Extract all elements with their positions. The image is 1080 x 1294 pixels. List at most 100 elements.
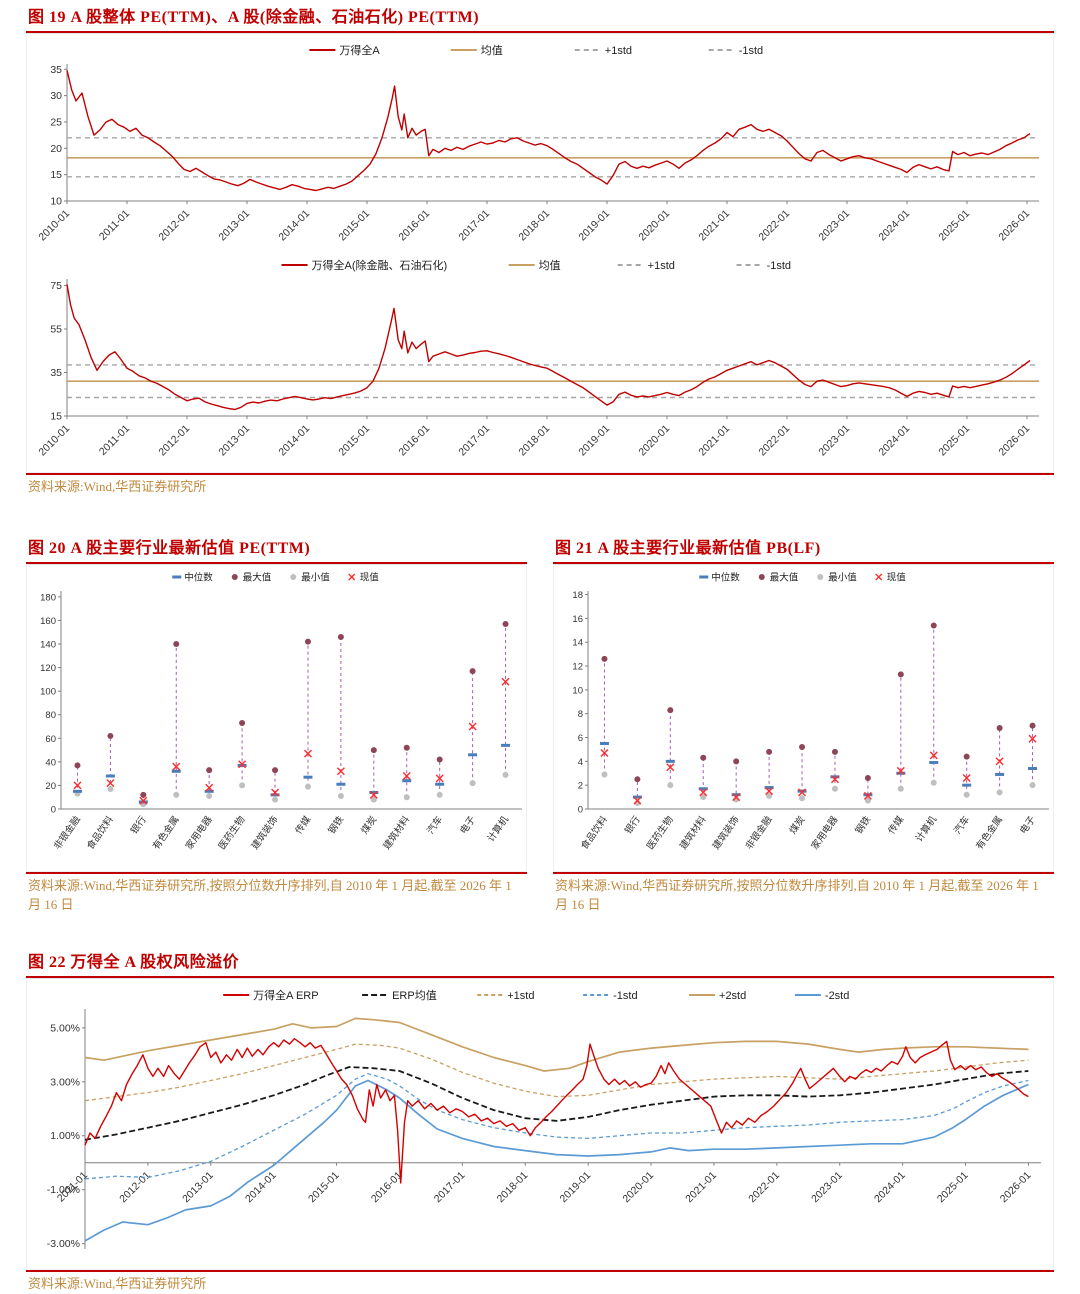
- svg-text:汽车: 汽车: [424, 814, 445, 836]
- svg-text:40: 40: [45, 758, 56, 769]
- svg-text:35: 35: [50, 64, 62, 76]
- svg-text:2024-01: 2024-01: [876, 423, 912, 459]
- svg-text:2010-01: 2010-01: [36, 423, 72, 459]
- svg-text:2018-01: 2018-01: [516, 423, 552, 459]
- svg-text:0: 0: [51, 805, 56, 816]
- svg-text:4: 4: [578, 757, 583, 768]
- svg-text:2: 2: [578, 781, 583, 792]
- svg-text:140: 140: [40, 640, 56, 651]
- svg-text:14: 14: [572, 638, 583, 649]
- svg-text:-2std: -2std: [825, 990, 849, 1002]
- figure-21-source: 资料来源:Wind,华西证券研究所,按照分位数升序排列,自 2010 年 1 月…: [555, 878, 1039, 913]
- svg-text:中位数: 中位数: [711, 572, 740, 584]
- svg-text:-1std: -1std: [613, 990, 637, 1002]
- svg-text:+1std: +1std: [648, 260, 675, 272]
- svg-text:银行: 银行: [622, 814, 643, 837]
- svg-text:+1std: +1std: [605, 45, 632, 57]
- svg-text:汽车: 汽车: [951, 814, 972, 836]
- svg-text:2025-01: 2025-01: [935, 1169, 971, 1205]
- figure-22-title: 图 22 万得全 A 股权风险溢价: [28, 953, 240, 971]
- svg-text:15: 15: [50, 411, 62, 423]
- svg-text:2019-01: 2019-01: [576, 423, 612, 459]
- svg-text:1.00%: 1.00%: [50, 1130, 80, 1142]
- svg-text:2023-01: 2023-01: [816, 208, 852, 244]
- figure-21-bottom-rule: [553, 872, 1054, 875]
- svg-text:传媒: 传媒: [293, 814, 314, 837]
- figure-22-title-rule: [26, 976, 1054, 979]
- svg-text:-1std: -1std: [739, 45, 763, 57]
- svg-text:6: 6: [578, 733, 583, 744]
- svg-text:医药生物: 医药生物: [216, 814, 248, 852]
- svg-text:家用电器: 家用电器: [809, 814, 841, 852]
- svg-text:2017-01: 2017-01: [432, 1169, 468, 1205]
- svg-text:2021-01: 2021-01: [696, 208, 732, 244]
- svg-text:30: 30: [50, 90, 62, 102]
- svg-text:-1std: -1std: [767, 260, 791, 272]
- svg-text:2018-01: 2018-01: [516, 208, 552, 244]
- svg-text:20: 20: [50, 143, 62, 155]
- svg-text:2011-01: 2011-01: [97, 208, 132, 243]
- svg-text:2013-01: 2013-01: [216, 208, 252, 244]
- svg-text:2021-01: 2021-01: [683, 1169, 719, 1205]
- svg-text:煤炭: 煤炭: [359, 814, 380, 837]
- svg-text:均值: 均值: [539, 259, 561, 272]
- svg-text:最小值: 最小值: [301, 572, 330, 584]
- figure-20-chart-box: 0 20 40 60 80 100 120 140 160 180 非银金融 食品饮料 银行 有色金属 家用…: [26, 564, 527, 873]
- figure-19-title-rule: [26, 31, 1054, 34]
- svg-text:2025-01: 2025-01: [936, 423, 972, 459]
- svg-text:2012-01: 2012-01: [156, 208, 192, 244]
- svg-text:均值: 均值: [481, 44, 503, 57]
- chart-pe-industry: 0 20 40 60 80 100 120 140 160 180 非银金融 食品饮料 银行 有色金属 家用…: [40, 572, 522, 852]
- figure-19-chart-box: 10 15 20 25 30 35 2010-01 2011-01 2012-01 2013-01…: [26, 33, 1054, 474]
- figure-19-bottom-rule: [26, 473, 1054, 476]
- svg-text:2014-01: 2014-01: [276, 208, 312, 244]
- svg-text:2018-01: 2018-01: [495, 1169, 531, 1205]
- svg-text:现值: 现值: [360, 572, 380, 584]
- svg-text:2020-01: 2020-01: [620, 1169, 656, 1205]
- svg-text:2013-01: 2013-01: [180, 1169, 216, 1205]
- svg-text:建筑装饰: 建筑装饰: [710, 814, 742, 852]
- svg-text:现值: 现值: [887, 572, 907, 584]
- svg-text:非银金融: 非银金融: [743, 814, 775, 852]
- svg-text:电子: 电子: [457, 814, 478, 837]
- figure-19-title: 图 19 A 股整体 PE(TTM)、A 股(除金融、石油石化) PE(TTM): [28, 9, 480, 26]
- svg-text:有色金属: 有色金属: [150, 814, 182, 852]
- svg-text:家用电器: 家用电器: [183, 814, 215, 852]
- svg-text:100: 100: [40, 687, 56, 698]
- svg-text:2019-01: 2019-01: [576, 208, 612, 244]
- svg-text:2021-01: 2021-01: [696, 423, 732, 459]
- figure-21: 图 21 A 股主要行业最新估值 PB(LF) 0 2 4 6 8 10 12 14 16 18 食…: [553, 537, 1054, 915]
- svg-text:计算机: 计算机: [913, 814, 939, 845]
- svg-text:建筑装饰: 建筑装饰: [249, 814, 281, 852]
- svg-text:55: 55: [50, 324, 62, 336]
- figure-22-bottom-rule: [26, 1270, 1054, 1273]
- svg-text:10: 10: [572, 686, 583, 697]
- svg-text:8: 8: [578, 709, 583, 720]
- svg-text:传媒: 传媒: [886, 814, 907, 837]
- svg-text:有色金属: 有色金属: [973, 814, 1005, 852]
- svg-text:2014-01: 2014-01: [243, 1169, 279, 1205]
- svg-text:2026-01: 2026-01: [996, 423, 1032, 459]
- svg-text:120: 120: [40, 663, 56, 674]
- chart-erp: -3.00%-1.00%1.00%3.00%5.00%2011-01 2012-0…: [47, 988, 1041, 1250]
- chart-pb-industry: 0 2 4 6 8 10 12 14 16 18 食品饮料 银行 医药生物 建筑材料 建筑装饰 非银金融 煤炭家…: [572, 572, 1049, 852]
- svg-text:中位数: 中位数: [184, 572, 213, 584]
- svg-text:2015-01: 2015-01: [306, 1169, 342, 1205]
- svg-text:2015-01: 2015-01: [336, 423, 372, 459]
- svg-text:2013-01: 2013-01: [216, 423, 252, 459]
- svg-text:2016-01: 2016-01: [369, 1169, 405, 1205]
- svg-text:+1std: +1std: [507, 990, 534, 1002]
- svg-text:35: 35: [50, 367, 62, 379]
- svg-text:5.00%: 5.00%: [50, 1022, 80, 1034]
- figure-20-source: 资料来源:Wind,华西证券研究所,按照分位数升序排列,自 2010 年 1 月…: [28, 878, 512, 913]
- svg-text:钢铁: 钢铁: [326, 814, 347, 837]
- figure-21-chart-box: 0 2 4 6 8 10 12 14 16 18 食品饮料 银行 医药生物 建筑材料 建筑装饰 非银金融 煤炭家…: [553, 564, 1054, 873]
- figure-20-title-rule: [26, 562, 527, 565]
- svg-text:18: 18: [572, 590, 583, 601]
- svg-text:2019-01: 2019-01: [558, 1169, 594, 1205]
- svg-text:2025-01: 2025-01: [936, 208, 972, 244]
- svg-text:2012-01: 2012-01: [156, 423, 192, 459]
- svg-text:建筑材料: 建筑材料: [677, 814, 709, 852]
- svg-text:16: 16: [572, 614, 583, 625]
